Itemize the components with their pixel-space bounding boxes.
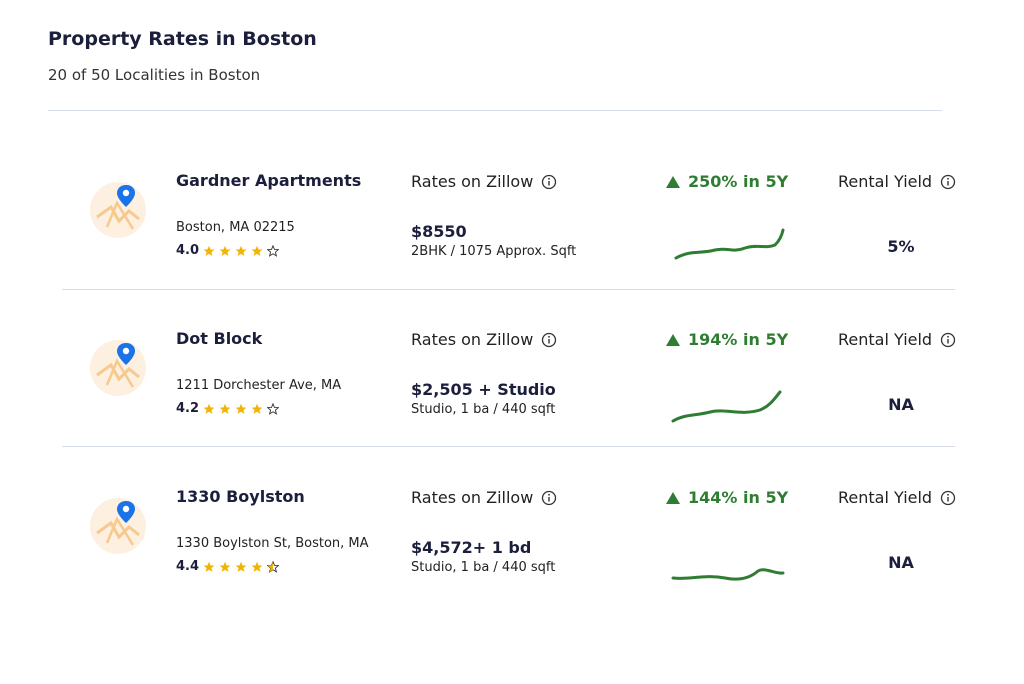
up-arrow	[666, 175, 680, 188]
growth: 194% in 5Y	[666, 330, 788, 349]
up-arrow	[666, 333, 680, 346]
rating-value: 4.4	[176, 559, 200, 574]
address: 1330 Boylston St, Boston, MA	[176, 536, 369, 551]
info-icon[interactable]	[541, 332, 557, 348]
title: Property Rates in Boston	[48, 28, 317, 50]
sparkline	[671, 390, 782, 423]
yield-label: Rental Yield	[838, 488, 956, 507]
star	[203, 561, 215, 572]
price: $2,505 + Studio	[411, 380, 556, 399]
yield-value: NA	[888, 553, 914, 572]
sparkline	[671, 568, 785, 581]
details: Studio, 1 ba / 440 sqft	[411, 402, 556, 417]
star	[267, 560, 280, 573]
address: Boston, MA 02215	[176, 220, 295, 235]
growth-text: 250% in 5Y	[688, 172, 789, 191]
yield-value: 5%	[887, 237, 915, 256]
star	[203, 245, 215, 256]
star	[219, 403, 231, 414]
up-arrow	[666, 491, 680, 504]
rates-label-text: Rates on Zillow	[411, 172, 534, 191]
growth: 250% in 5Y	[666, 172, 788, 191]
rates-label: Rates on Zillow	[411, 172, 557, 191]
star	[219, 245, 231, 256]
star	[219, 561, 231, 572]
listing-name[interactable]: 1330 Boylston	[176, 487, 305, 506]
rates-label-text: Rates on Zillow	[411, 330, 534, 349]
growth-text: 144% in 5Y	[688, 488, 789, 507]
rating: 4.0	[176, 243, 280, 258]
star	[267, 402, 280, 415]
divider	[48, 110, 942, 111]
price: $8550	[411, 222, 467, 241]
star	[251, 245, 263, 256]
address: 1211 Dorchester Ave, MA	[176, 378, 342, 393]
rates-label: Rates on Zillow	[411, 488, 557, 507]
info-icon[interactable]	[541, 174, 557, 190]
yield-label-text: Rental Yield	[838, 488, 933, 507]
divider	[62, 289, 955, 290]
sparkline	[674, 228, 785, 260]
info-icon[interactable]	[940, 332, 956, 348]
location-icon	[90, 182, 146, 238]
star	[203, 403, 215, 414]
star	[267, 244, 280, 257]
listing-row[interactable]: Gardner Apartments Boston, MA 02215 4.0 …	[0, 150, 1024, 300]
star	[235, 561, 247, 572]
growth-text: 194% in 5Y	[688, 330, 789, 349]
yield-label-text: Rental Yield	[838, 172, 933, 191]
details: Studio, 1 ba / 440 sqft	[411, 560, 556, 575]
yield-value: NA	[888, 395, 914, 414]
info-icon[interactable]	[940, 490, 956, 506]
yield-label-text: Rental Yield	[838, 330, 933, 349]
star	[235, 403, 247, 414]
star	[235, 245, 247, 256]
yield-label: Rental Yield	[838, 172, 956, 191]
listing-row[interactable]: Dot Block 1211 Dorchester Ave, MA 4.2 Ra…	[0, 308, 1024, 458]
rates-label-text: Rates on Zillow	[411, 488, 534, 507]
listing-row[interactable]: 1330 Boylston 1330 Boylston St, Boston, …	[0, 466, 1024, 616]
divider	[62, 446, 955, 447]
info-icon[interactable]	[940, 174, 956, 190]
details: 2BHK / 1075 Approx. Sqft	[411, 244, 577, 259]
rating-value: 4.2	[176, 401, 200, 416]
price: $4,572+ 1 bd	[411, 538, 532, 557]
growth: 144% in 5Y	[666, 488, 788, 507]
location-icon	[90, 340, 146, 396]
star	[251, 403, 263, 414]
rating: 4.2	[176, 401, 280, 416]
rates-label: Rates on Zillow	[411, 330, 557, 349]
info-icon[interactable]	[541, 490, 557, 506]
listing-name[interactable]: Dot Block	[176, 329, 263, 348]
star	[251, 561, 263, 572]
rating: 4.4	[176, 559, 280, 574]
rating-value: 4.0	[176, 243, 200, 258]
yield-label: Rental Yield	[838, 330, 956, 349]
subtitle: 20 of 50 Localities in Boston	[48, 66, 261, 84]
location-icon	[90, 498, 146, 554]
listing-name[interactable]: Gardner Apartments	[176, 171, 362, 190]
